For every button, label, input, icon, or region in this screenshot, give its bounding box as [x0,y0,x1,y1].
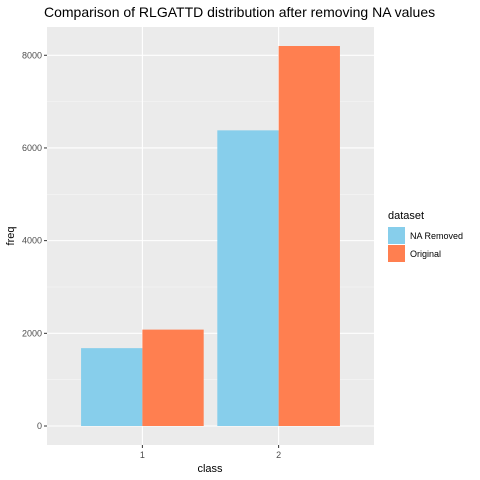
legend-key-original [388,245,405,262]
legend-title: dataset [388,210,424,222]
bar-na-removed-class-1 [81,348,143,426]
bars [81,46,340,426]
y-tick-label: 4000 [22,236,42,246]
chart-title: Comparison of RLGATTD distribution after… [44,4,435,20]
legend: dataset NA Removed Original [388,210,463,262]
x-tick-label: 2 [276,450,281,460]
bar-na-removed-class-2 [217,130,279,426]
legend-key-na-removed [388,227,405,244]
y-tick-label: 8000 [22,50,42,60]
y-tick-label: 2000 [22,328,42,338]
bar-original-class-2 [278,46,340,426]
x-axis-title: class [197,463,223,475]
y-tick-label: 6000 [22,143,42,153]
y-tick-label: 0 [37,421,42,431]
y-axis: 0 2000 4000 6000 8000 [22,50,47,431]
x-tick-label: 1 [140,450,145,460]
legend-label: NA Removed [410,231,463,241]
bar-original-class-1 [142,329,204,426]
y-axis-title: freq [5,227,17,246]
legend-label: Original [410,249,441,259]
